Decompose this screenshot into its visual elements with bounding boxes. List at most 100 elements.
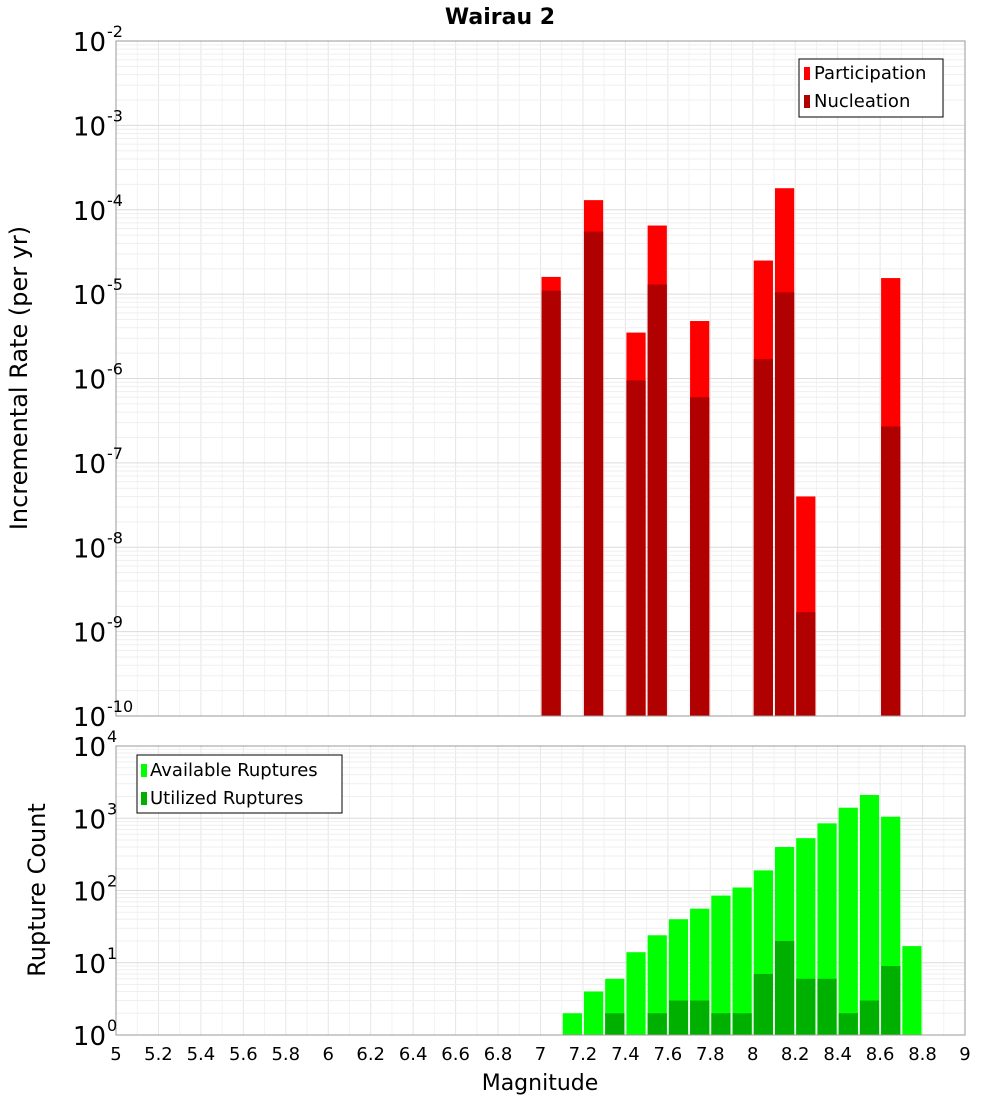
- y-tick-label: 10 -3: [73, 106, 123, 142]
- bar-utilized-ruptures-8-55: [859, 1000, 880, 1035]
- bar-utilized-ruptures-7-55: [647, 1013, 667, 1035]
- bar-nucleation-7-25: [583, 231, 604, 716]
- y-tick-base: 10: [73, 534, 106, 564]
- y-tick-label: 10 2: [73, 872, 117, 908]
- y-tick-label: 10 -5: [73, 275, 123, 311]
- y-tick-base: 10: [73, 28, 106, 58]
- x-tick-label: 5.8: [271, 1044, 300, 1065]
- y-tick-base: 10: [73, 733, 106, 763]
- bar-utilized-ruptures-8-25: [796, 978, 816, 1035]
- bar-utilized-ruptures-8-45: [838, 1013, 858, 1035]
- bottom-y-axis-label: Rupture Count: [23, 803, 51, 977]
- x-tick-label: 6.8: [484, 1044, 513, 1065]
- bar-nucleation-7-05: [541, 290, 561, 716]
- bar-available-ruptures-7-55: [647, 935, 667, 1035]
- x-tick-label: 8: [747, 1044, 758, 1065]
- x-axis-label: Magnitude: [482, 1071, 599, 1096]
- y-tick-exponent: -4: [107, 191, 123, 210]
- x-tick-label: 6.4: [399, 1044, 428, 1065]
- bar-available-ruptures-7-45: [626, 952, 646, 1035]
- bar-available-ruptures-8-75: [902, 946, 922, 1035]
- bar-utilized-ruptures-8-15: [774, 941, 795, 1035]
- bar-nucleation-7-45: [626, 380, 646, 716]
- top-y-axis-label: Incremental Rate (per yr): [5, 226, 33, 530]
- bar-available-ruptures-8-55: [859, 794, 880, 1035]
- bar-utilized-ruptures-7-75: [690, 1000, 710, 1035]
- y-tick-label: 10 -10: [73, 697, 133, 733]
- y-tick-exponent: -3: [107, 106, 123, 125]
- x-tick-label: 5.6: [229, 1044, 258, 1065]
- x-tick-label: 7: [535, 1044, 546, 1065]
- y-tick-base: 10: [73, 112, 106, 142]
- bottom-plot-border: [115, 745, 966, 1036]
- y-tick-base: 10: [73, 366, 106, 396]
- bar-nucleation-7-75: [690, 397, 710, 716]
- y-tick-exponent: 0: [107, 1016, 117, 1035]
- bar-utilized-ruptures-7-85: [711, 1013, 731, 1035]
- y-tick-exponent: 4: [107, 727, 117, 746]
- bar-nucleation-8-65: [881, 426, 901, 716]
- bar-nucleation-8-15: [774, 292, 795, 716]
- x-tick-label: 8.6: [866, 1044, 895, 1065]
- top-legend: Participation Nucleation: [798, 58, 944, 118]
- chart-title: Wairau 2: [445, 5, 555, 30]
- bar-nucleation-8-05: [753, 359, 773, 716]
- legend-label-nucleation: Nucleation: [814, 91, 910, 112]
- y-tick-label: 10 -9: [73, 613, 123, 649]
- bar-nucleation-7-55: [647, 284, 667, 716]
- legend-swatch-utilized-ruptures: [141, 792, 147, 805]
- y-tick-exponent: -10: [107, 697, 133, 716]
- bar-available-ruptures-7-95: [732, 887, 752, 1035]
- x-tick-label: 5.4: [187, 1044, 216, 1065]
- top-plot-border: [115, 40, 966, 717]
- y-tick-exponent: -8: [107, 528, 123, 547]
- x-tick-label: 9: [959, 1044, 970, 1065]
- y-tick-exponent: 3: [107, 799, 117, 818]
- bar-utilized-ruptures-7-65: [668, 1000, 689, 1035]
- x-tick-label: 6: [323, 1044, 334, 1065]
- y-tick-label: 10 3: [73, 799, 117, 835]
- legend-swatch-available-ruptures: [141, 764, 147, 777]
- y-tick-base: 10: [73, 805, 106, 835]
- y-tick-base: 10: [73, 1022, 106, 1052]
- y-tick-label: 10 -4: [73, 191, 123, 227]
- y-tick-base: 10: [73, 950, 106, 980]
- y-tick-base: 10: [73, 450, 106, 480]
- y-tick-label: 10 -6: [73, 360, 123, 396]
- top-bars: [541, 188, 901, 717]
- y-tick-exponent: -6: [107, 360, 123, 379]
- y-tick-label: 10 -7: [73, 444, 123, 480]
- y-tick-label: 10 -8: [73, 528, 123, 564]
- legend-label-utilized-ruptures: Utilized Ruptures: [150, 788, 303, 809]
- legend-label-available-ruptures: Available Ruptures: [150, 760, 318, 781]
- x-tick-labels: 5 5.2 5.4 5.6 5.8 6 6.2 6.4 6.6 6.8 7 7.2 7.4 7.6 7.8 8…: [110, 1044, 970, 1065]
- bar-available-ruptures-7-15: [562, 1013, 582, 1035]
- x-tick-label: 5.2: [144, 1044, 173, 1065]
- y-tick-base: 10: [73, 619, 106, 649]
- bar-nucleation-8-25: [796, 612, 816, 716]
- x-tick-label: 8.8: [908, 1044, 937, 1065]
- y-tick-exponent: -7: [107, 444, 123, 463]
- x-tick-label: 6.2: [356, 1044, 385, 1065]
- y-tick-label: 10 -2: [73, 22, 123, 58]
- x-tick-label: 8.2: [781, 1044, 810, 1065]
- top-grid: [115, 41, 966, 717]
- bottom-bars: [562, 794, 922, 1035]
- bar-utilized-ruptures-7-95: [732, 1013, 752, 1035]
- bar-utilized-ruptures-7-35: [605, 1013, 625, 1035]
- bar-available-ruptures-8-45: [838, 807, 858, 1035]
- bar-available-ruptures-7-85: [711, 895, 731, 1035]
- x-tick-label: 6.6: [441, 1044, 470, 1065]
- bar-utilized-ruptures-8-35: [817, 978, 837, 1035]
- bottom-legend: Available Ruptures Utilized Ruptures: [136, 754, 343, 814]
- y-tick-label: 10 0: [73, 1016, 117, 1052]
- legend-swatch-participation: [804, 67, 810, 80]
- y-tick-exponent: 1: [107, 944, 117, 963]
- x-tick-label: 7.8: [696, 1044, 725, 1065]
- y-tick-base: 10: [73, 197, 106, 227]
